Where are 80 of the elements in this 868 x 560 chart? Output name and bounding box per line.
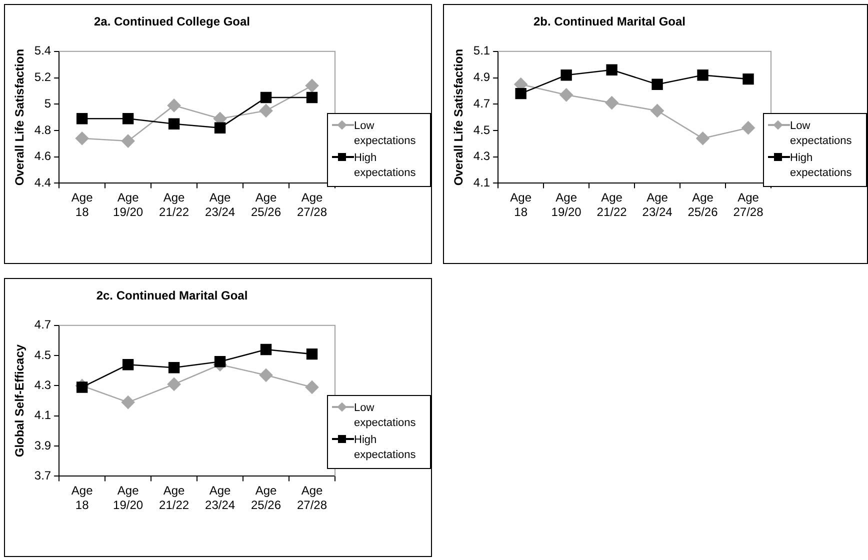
x-tick-label: Age 18 (71, 484, 94, 512)
y-axis-title: Global Self-Efficacy (12, 344, 27, 458)
point (650, 104, 664, 118)
y-tick-label: 3.7 (34, 468, 52, 483)
y-tick-label: 4.6 (34, 149, 52, 164)
x-tick-label: Age 23/24 (205, 484, 236, 512)
point (121, 134, 135, 148)
y-tick-label: 4.7 (473, 96, 490, 110)
point (742, 73, 754, 85)
y-tick-label: 4.1 (473, 176, 490, 190)
point (696, 132, 710, 146)
legend-label: Low expectations (354, 119, 417, 149)
chart-title: 2c. Continued Marital Goal (96, 288, 248, 303)
y-tick-label: 4.1 (34, 408, 52, 422)
y-tick-label: 4.7 (34, 318, 52, 332)
y-tick-label: 4.5 (34, 348, 52, 362)
point (306, 348, 318, 360)
chart-title: 2a. Continued College Goal (94, 14, 250, 29)
x-tick-label: Age 21/22 (159, 484, 190, 512)
x-tick-label: Age 21/22 (159, 190, 190, 220)
point (260, 92, 272, 104)
y-tick-label: 4.5 (473, 122, 490, 137)
x-tick-label: Age 23/24 (642, 190, 673, 220)
point (305, 79, 319, 92)
point (168, 362, 180, 374)
x-tick-label: Age 25/26 (688, 190, 718, 220)
point (168, 118, 180, 130)
point (606, 64, 618, 76)
point (742, 121, 755, 134)
point (167, 98, 181, 112)
point (697, 70, 708, 81)
chart-title: 2b. Continued Marital Goal (533, 14, 686, 29)
point (122, 359, 134, 370)
y-tick-label: 5.1 (473, 44, 490, 58)
point (259, 104, 273, 118)
legend-label: High expectations (790, 151, 853, 181)
point (560, 88, 573, 102)
x-tick-label: Age 27/28 (296, 190, 328, 220)
legend-label: Low expectations (354, 401, 417, 431)
point (652, 78, 663, 90)
y-tick-label: 3.9 (34, 438, 52, 452)
point (259, 368, 273, 382)
point (306, 92, 318, 104)
x-tick-label: Age 19/20 (113, 484, 144, 512)
y-tick-label: 4.3 (34, 378, 52, 392)
legend-label: High expectations (354, 151, 417, 181)
point (167, 378, 181, 391)
y-axis-title: Overall Life Satisfaction (12, 48, 27, 186)
y-tick-label: 4.3 (473, 149, 490, 164)
x-tick-label: Age 18 (71, 190, 94, 220)
legend-label: Low expectations (790, 119, 853, 149)
point (75, 132, 89, 146)
point (305, 380, 319, 394)
y-tick-label: 4.9 (473, 70, 490, 84)
x-tick-label: Age 21/22 (596, 190, 628, 220)
y-tick-label: 5 (44, 96, 52, 110)
x-tick-label: Age 27/28 (733, 190, 764, 220)
point (605, 96, 618, 110)
x-tick-label: Age 25/26 (251, 190, 282, 220)
y-tick-label: 5.4 (34, 44, 52, 58)
point (214, 356, 226, 368)
legend-label: High expectations (354, 433, 417, 463)
x-tick-label: Age 27/28 (296, 484, 328, 512)
y-tick-label: 4.4 (34, 176, 52, 190)
x-tick-label: Age 19/20 (551, 190, 582, 220)
x-tick-label: Age 18 (510, 190, 532, 220)
point (260, 344, 272, 356)
y-tick-label: 5.2 (34, 70, 52, 84)
point (122, 113, 134, 124)
point (515, 88, 526, 100)
point (76, 113, 88, 124)
y-tick-label: 4.8 (34, 122, 52, 137)
x-tick-label: Age 25/26 (251, 484, 282, 512)
x-tick-label: Age 23/24 (205, 190, 236, 220)
point (560, 70, 572, 81)
point (121, 396, 135, 409)
y-axis-title: Overall Life Satisfaction (452, 48, 466, 186)
point (214, 122, 226, 134)
point (76, 382, 88, 393)
x-tick-label: Age 19/20 (113, 190, 144, 220)
